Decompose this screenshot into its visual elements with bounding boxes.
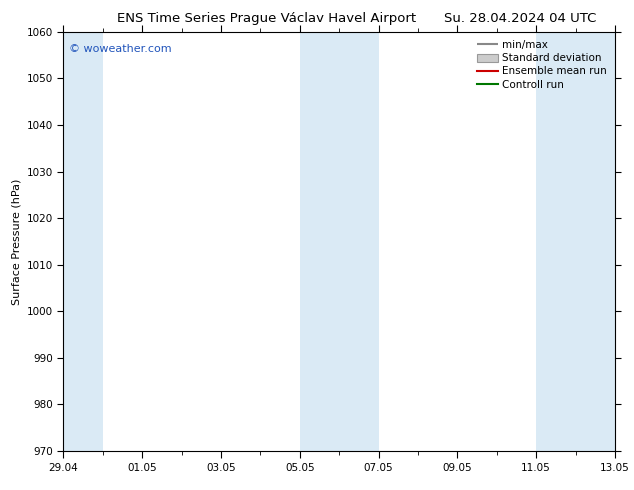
- Text: © woweather.com: © woweather.com: [69, 45, 172, 54]
- Bar: [63, 32, 103, 451]
- Text: Su. 28.04.2024 04 UTC: Su. 28.04.2024 04 UTC: [444, 12, 596, 25]
- Y-axis label: Surface Pressure (hPa): Surface Pressure (hPa): [11, 178, 21, 304]
- Legend: min/max, Standard deviation, Ensemble mean run, Controll run: min/max, Standard deviation, Ensemble me…: [474, 37, 610, 93]
- Bar: [300, 32, 378, 451]
- Bar: [536, 32, 615, 451]
- Text: ENS Time Series Prague Václav Havel Airport: ENS Time Series Prague Václav Havel Airp…: [117, 12, 416, 25]
